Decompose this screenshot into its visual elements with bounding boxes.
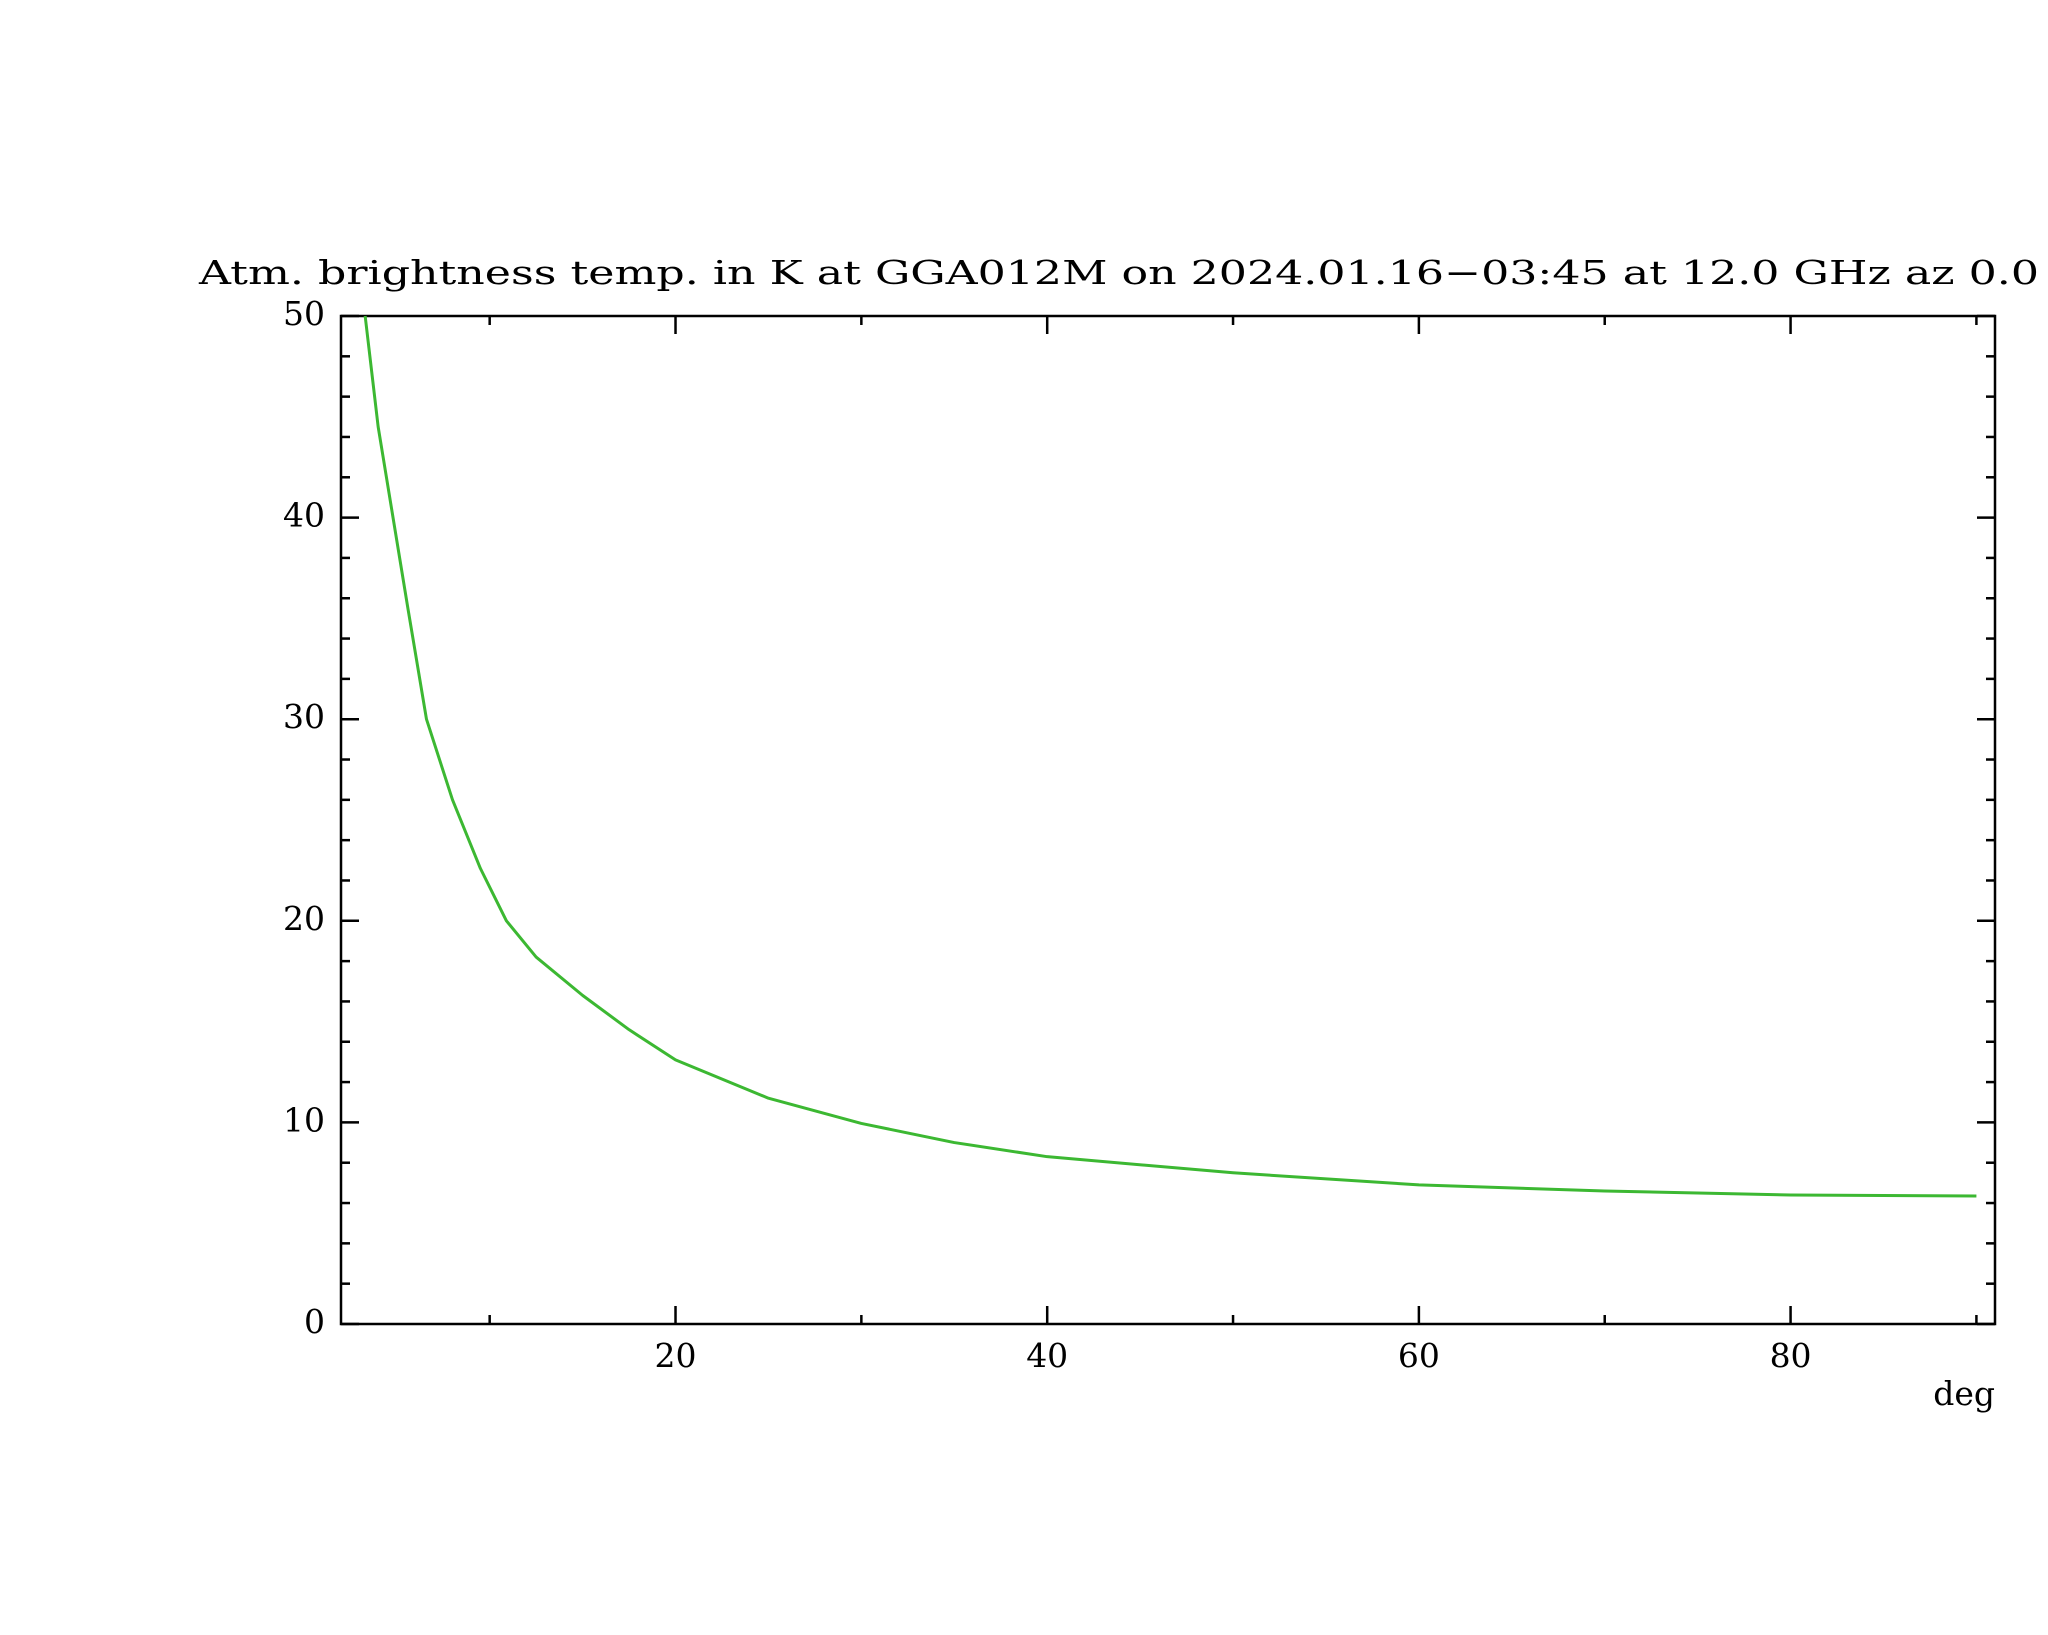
x-tick-label: 80 [1770, 1336, 1812, 1375]
chart-title: Atm. brightness temp. in K at GGA012M on… [198, 253, 2039, 292]
x-tick-label: 60 [1398, 1336, 1440, 1375]
y-tick-label: 10 [283, 1100, 325, 1139]
x-tick-label: 20 [655, 1336, 697, 1375]
plot-frame [339, 314, 1997, 1326]
y-tick-label: 30 [283, 697, 325, 736]
x-tick-label: 40 [1026, 1336, 1068, 1375]
y-tick-label: 50 [283, 294, 325, 333]
x-axis-label: deg [1933, 1374, 1995, 1413]
y-tick-label: 40 [283, 496, 325, 535]
data-line [363, 315, 1977, 1198]
y-tick-label: 20 [283, 899, 325, 938]
y-tick-label: 0 [304, 1302, 325, 1341]
